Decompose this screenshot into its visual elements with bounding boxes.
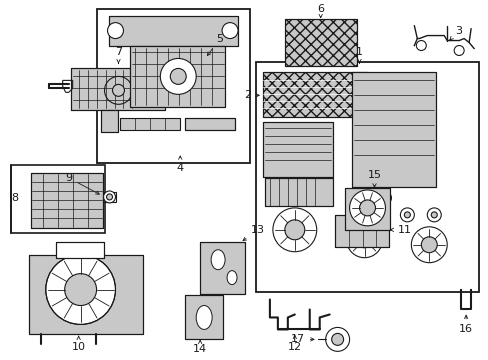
Text: 4: 4 [176,156,183,173]
Bar [29,255,143,334]
Circle shape [222,23,238,39]
Text: 2: 2 [244,90,259,100]
Bar [334,215,388,247]
Bar [71,68,165,110]
Circle shape [410,227,447,263]
Circle shape [272,208,316,252]
Bar [334,215,388,247]
Bar [29,255,143,334]
Circle shape [106,194,112,200]
Text: 3: 3 [449,26,462,40]
Bar [120,118,180,130]
Bar [101,110,118,132]
Bar [185,294,223,339]
Bar [185,118,235,130]
Bar [344,188,389,230]
Circle shape [359,200,375,216]
Bar [185,294,223,339]
Circle shape [107,23,123,39]
Text: 1: 1 [355,48,362,63]
Circle shape [346,222,382,258]
Text: 8: 8 [11,193,19,203]
Bar [102,192,116,202]
Circle shape [377,191,390,205]
Ellipse shape [211,250,224,270]
Bar [185,118,235,130]
Text: 15: 15 [367,170,381,187]
Bar [56,242,103,258]
Circle shape [112,84,124,96]
Circle shape [285,220,304,240]
Bar [285,19,356,67]
Circle shape [356,232,372,248]
Circle shape [325,328,349,351]
Circle shape [64,274,96,306]
Bar [31,173,102,228]
Circle shape [331,333,343,345]
Bar [200,242,244,293]
Bar [263,122,332,177]
Text: 12: 12 [287,335,301,352]
Bar [101,110,118,132]
Circle shape [430,212,436,218]
Circle shape [160,58,196,94]
Bar [200,242,244,293]
Bar [108,15,238,45]
Text: 14: 14 [193,340,207,354]
Ellipse shape [196,306,212,329]
Bar [71,68,165,110]
Circle shape [400,208,413,222]
Circle shape [349,190,385,226]
Text: 13: 13 [243,225,264,240]
Circle shape [170,68,186,84]
Circle shape [103,191,115,203]
Circle shape [404,212,409,218]
Text: 11: 11 [389,225,410,235]
Text: 6: 6 [317,4,324,18]
Bar [11,165,104,233]
Text: 17: 17 [290,334,313,345]
Bar [264,178,332,206]
Bar [96,9,249,163]
Bar [108,15,238,45]
Circle shape [427,208,440,222]
Bar [130,45,224,107]
Bar [285,19,356,67]
Bar [264,178,332,206]
Bar [263,122,332,177]
Text: 7: 7 [115,48,122,63]
Bar [263,72,367,117]
Text: 10: 10 [72,336,85,352]
Bar [351,72,435,187]
Bar [351,72,435,187]
Text: 9: 9 [65,173,99,194]
Bar [56,242,103,258]
Text: 16: 16 [458,315,472,334]
Circle shape [381,195,386,201]
Bar [263,72,367,117]
Bar [31,173,102,228]
Ellipse shape [226,271,237,285]
Bar [255,62,478,292]
Bar [344,188,389,230]
Circle shape [421,237,436,253]
Circle shape [46,255,115,324]
Text: 5: 5 [207,33,223,55]
Bar [130,45,224,107]
